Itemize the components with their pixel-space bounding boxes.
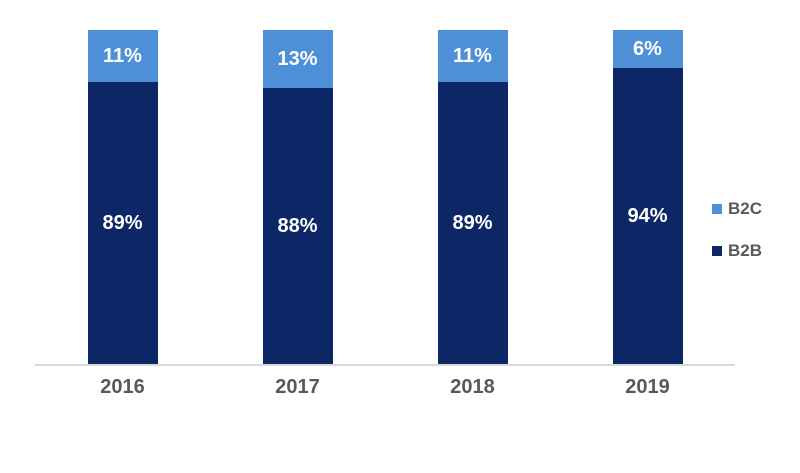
x-axis-label-2018: 2018 <box>450 376 495 398</box>
legend-swatch-b2b <box>712 245 722 256</box>
segment-b2c-2016: 11% <box>87 30 158 83</box>
data-label: 89% <box>452 212 493 235</box>
plot-area: 11% 89% 13% 88% 11% 89% 6% 94% <box>35 30 735 364</box>
segment-b2c-2017: 13% <box>262 30 333 88</box>
bar-2016: 11% 89% <box>87 30 158 364</box>
x-axis-label-2016: 2016 <box>100 376 145 398</box>
segment-b2b-2017: 88% <box>262 87 333 364</box>
data-label: 94% <box>627 204 668 227</box>
segment-b2c-2019: 6% <box>612 30 683 68</box>
bar-2019: 6% 94% <box>612 30 683 364</box>
segment-b2b-2016: 89% <box>87 82 158 364</box>
legend-swatch-b2c <box>712 203 722 214</box>
bar-slot: 13% 88% <box>210 30 385 364</box>
x-axis-labels: 2016 2017 2018 2019 <box>35 376 735 399</box>
legend-entry-b2c: B2C <box>712 200 762 217</box>
bar-slot: 11% 89% <box>385 30 560 364</box>
x-axis-line <box>35 364 735 366</box>
data-label: 6% <box>633 37 662 60</box>
segment-b2b-2018: 89% <box>437 82 508 364</box>
segment-b2b-2019: 94% <box>612 67 683 364</box>
legend-label: B2B <box>728 241 763 260</box>
data-label: 13% <box>277 47 318 70</box>
legend-label: B2C <box>728 199 763 218</box>
bar-2018: 11% 89% <box>437 30 508 364</box>
legend-entry-b2b: B2B <box>712 242 762 259</box>
bar-slot: 11% 89% <box>35 30 210 364</box>
bar-2017: 13% 88% <box>262 30 333 364</box>
data-label: 11% <box>453 45 492 68</box>
segment-b2c-2018: 11% <box>437 30 508 83</box>
data-label: 11% <box>103 45 142 68</box>
data-label: 88% <box>277 214 318 237</box>
bar-slot: 6% 94% <box>560 30 735 364</box>
x-axis-label-2017: 2017 <box>275 376 320 398</box>
data-label: 89% <box>102 212 143 235</box>
legend: B2C B2B <box>712 200 762 259</box>
x-axis-label-2019: 2019 <box>625 376 670 398</box>
